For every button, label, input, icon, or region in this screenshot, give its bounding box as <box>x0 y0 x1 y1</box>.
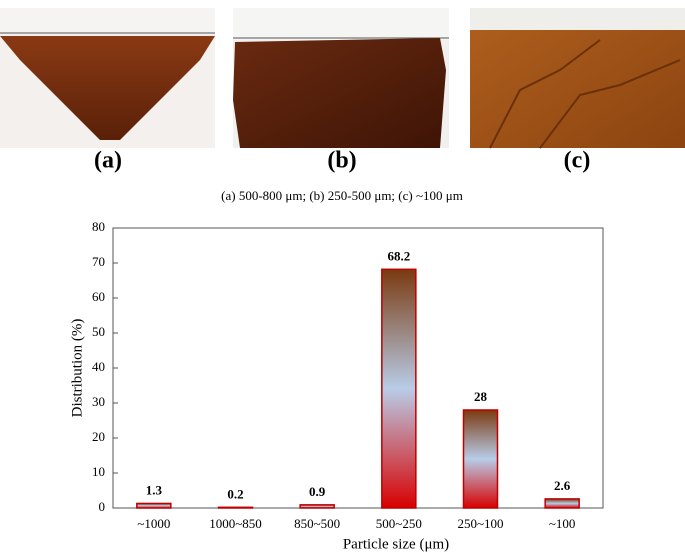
photo-c <box>470 8 685 149</box>
photo-label: (c) <box>564 148 591 174</box>
bar <box>462 409 499 509</box>
x-tick-label: 850~500 <box>294 516 340 531</box>
x-tick-label: 1000~850 <box>209 516 262 531</box>
y-tick-label: 50 <box>92 324 105 339</box>
bar <box>299 504 335 509</box>
x-tick-label: 250~100 <box>457 516 503 531</box>
bar <box>136 502 172 509</box>
caption: (a) 500-800 μm; (b) 250-500 μm; (c) ~100… <box>221 188 463 203</box>
y-tick-label: 30 <box>92 394 105 409</box>
value-label: 0.2 <box>227 486 243 501</box>
y-tick-label: 80 <box>92 219 105 234</box>
y-tick-label: 10 <box>92 464 105 479</box>
y-tick-label: 60 <box>92 289 105 304</box>
x-tick-label: ~100 <box>549 516 576 531</box>
value-label: 0.9 <box>309 484 326 499</box>
y-tick-label: 40 <box>92 359 105 374</box>
y-tick-label: 20 <box>92 429 105 444</box>
value-label: 1.3 <box>146 482 163 497</box>
plot-frame <box>112 227 604 509</box>
photo-label: (b) <box>327 148 356 174</box>
value-label: 68.2 <box>387 248 410 263</box>
y-tick-label: 70 <box>92 254 105 269</box>
bar <box>217 506 254 509</box>
value-label: 2.6 <box>554 478 571 493</box>
y-tick-label: 0 <box>99 499 106 514</box>
x-tick-label: 500~250 <box>376 516 422 531</box>
bar <box>544 498 580 509</box>
value-label: 28 <box>474 389 488 404</box>
bar <box>381 268 417 509</box>
x-tick-label: ~1000 <box>137 516 170 531</box>
photo-label: (a) <box>94 148 122 174</box>
y-axis-label: Distribution (%) <box>69 319 85 418</box>
photo-a <box>0 8 215 148</box>
x-axis-label: Particle size (μm) <box>343 536 449 552</box>
photo-b <box>233 8 449 148</box>
